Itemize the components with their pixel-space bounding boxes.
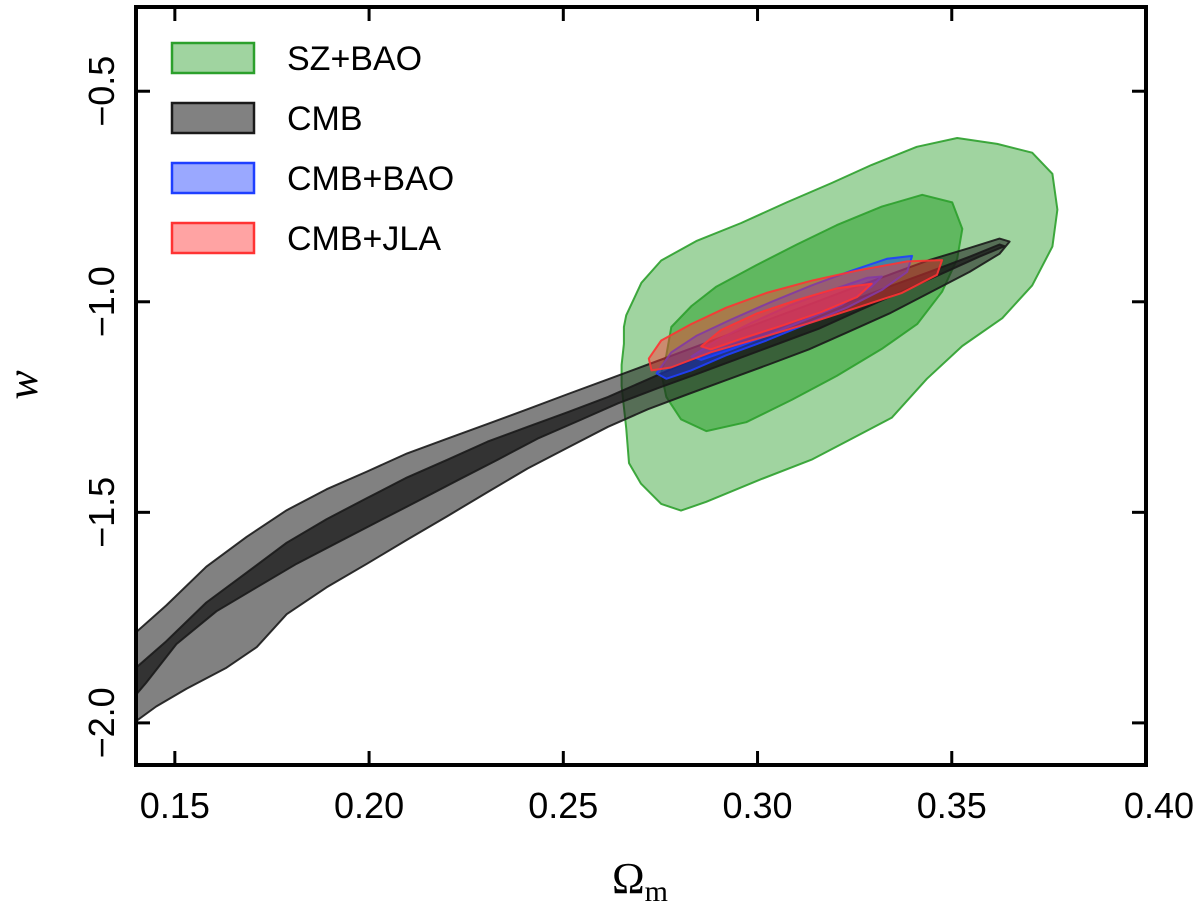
y-tick-label: −2.0 — [81, 687, 122, 758]
contour-cmb-jla-68pct — [700, 282, 873, 351]
x-tick-label: 0.15 — [140, 785, 210, 826]
x-axis-title: Ωm — [612, 854, 668, 908]
legend-swatch — [170, 161, 256, 195]
x-tick-label: 0.20 — [334, 785, 404, 826]
legend-label: CMB+BAO — [287, 160, 454, 198]
x-axis-title-sub: m — [645, 875, 668, 908]
contour-layer — [136, 137, 1059, 723]
x-tick-label: 0.25 — [528, 785, 598, 826]
y-axis-title: w — [0, 370, 47, 400]
y-tick-label: −1.0 — [81, 266, 122, 337]
contour-cmb-68pct — [136, 243, 1006, 696]
legend-swatch — [170, 41, 256, 75]
legend: SZ+BAO CMB CMB+BAO CMB+JLA — [170, 40, 454, 258]
plot-frame — [134, 5, 1148, 767]
x-axis-title-main: Ω — [612, 854, 645, 903]
y-tick-label: −1.5 — [81, 477, 122, 548]
legend-label: CMB — [287, 100, 363, 138]
contour-cmb-95pct — [136, 237, 1011, 723]
legend-swatch — [170, 221, 256, 255]
legend-label: CMB+JLA — [287, 220, 441, 258]
x-tick-label: 0.30 — [722, 785, 792, 826]
tick-layer: 0.15 0.20 0.25 0.30 0.35 0.40 −2.0 −1.5 −1.0 −0.5 — [81, 7, 1194, 826]
y-tick-label: −0.5 — [81, 56, 122, 127]
legend-label: SZ+BAO — [287, 40, 422, 78]
x-tick-label: 0.40 — [1124, 785, 1194, 826]
legend-swatch — [170, 101, 256, 135]
x-tick-label: 0.35 — [917, 785, 987, 826]
